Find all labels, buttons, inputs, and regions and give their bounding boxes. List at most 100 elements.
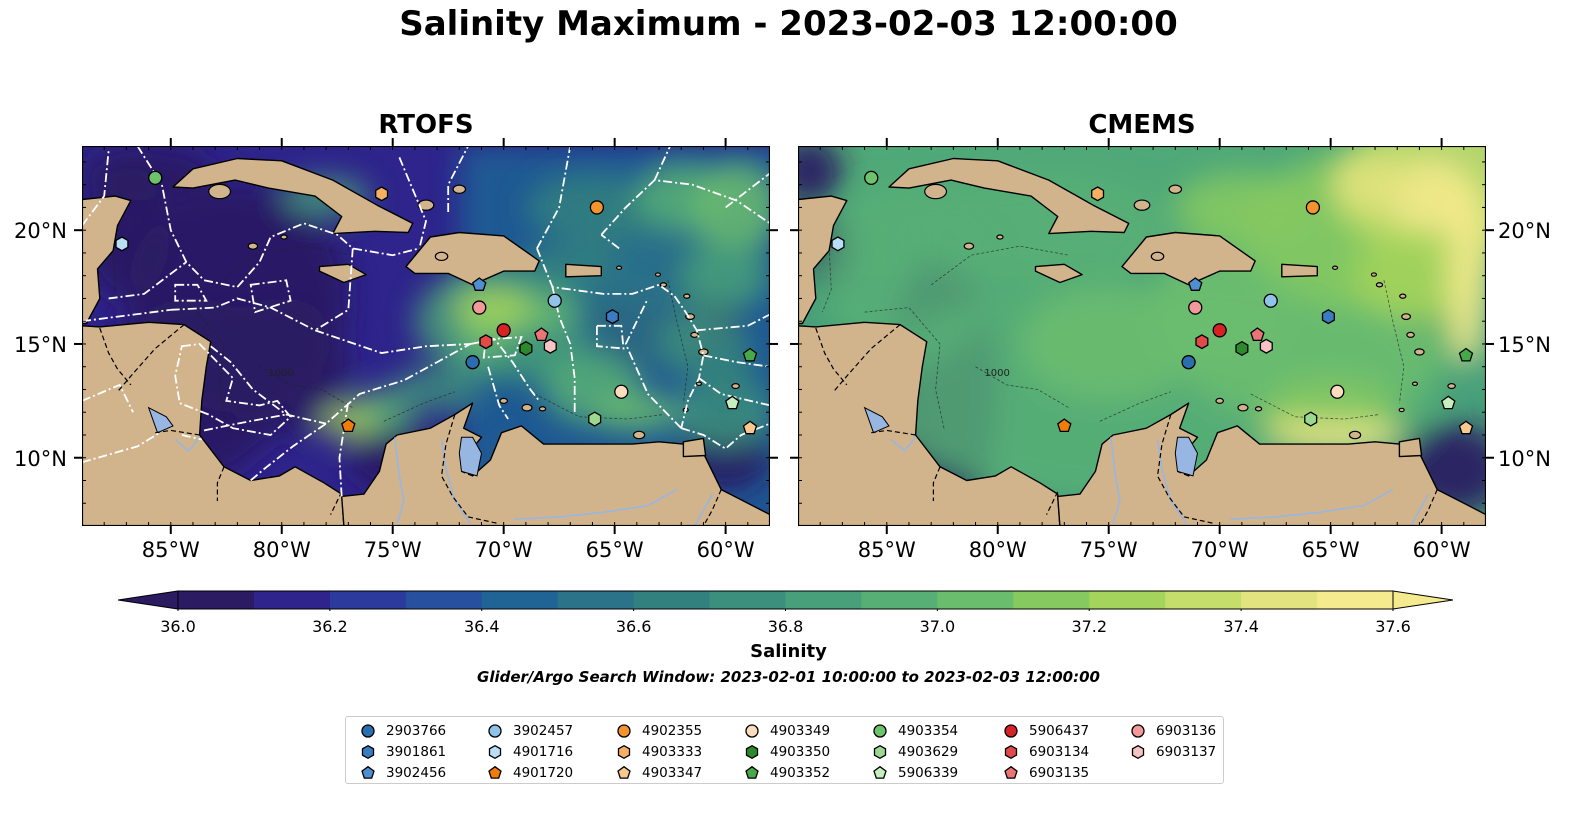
country-borders [815, 324, 1438, 526]
legend-item: 5906339 [872, 764, 958, 782]
lon-label-rtofs-1: 80°W [252, 538, 311, 562]
float-marker-4903349 [1330, 384, 1345, 399]
legend-item: 4902355 [616, 722, 702, 740]
map-frame [798, 146, 1486, 526]
colorbar-segment [557, 591, 635, 609]
legend-label: 2903766 [386, 723, 447, 739]
hexagon-marker-icon [361, 744, 375, 760]
lon-label-cmems-2: 75°W [1079, 538, 1138, 562]
pentagon-marker-icon [745, 765, 759, 779]
legend-label: 6903136 [1156, 723, 1217, 739]
colorbar-tick-label: 37.6 [1375, 617, 1411, 636]
legend-label: 6903134 [1029, 744, 1090, 760]
circle-marker-icon [873, 724, 887, 738]
float-marker-4903352 [742, 347, 758, 362]
legend-item: 4903333 [616, 743, 702, 761]
cmems-map: 1000 [798, 146, 1486, 526]
float-marker-4903354 [148, 170, 163, 186]
colorbar-segment [785, 591, 862, 609]
legend-item: 3902456 [360, 764, 446, 782]
legend-label: 4901716 [513, 744, 574, 760]
legend-label: 4903352 [770, 765, 831, 781]
rtofs-map: 1000 [82, 146, 770, 526]
float-marker-6903137 [543, 338, 557, 354]
float-marker-4903354 [864, 170, 879, 186]
colorbar-tick-label: 36.8 [767, 617, 804, 636]
colorbar-segment [1089, 591, 1166, 609]
circle-marker-icon [361, 724, 375, 738]
legend-item: 3901861 [360, 743, 446, 761]
colorbar-tick-label: 36.0 [160, 617, 196, 636]
colorbar-tick-label: 36.2 [312, 617, 348, 636]
legend-label: 3901861 [386, 744, 447, 760]
hexagon-marker-icon [1131, 744, 1145, 760]
float-marker-3901861 [1321, 309, 1335, 325]
cmems-panel-title: CMEMS [1088, 110, 1196, 140]
legend-label: 4902355 [642, 723, 703, 739]
pentagon-marker-icon [488, 765, 502, 779]
hexagon-marker-icon [873, 744, 887, 760]
lake-nicaragua [147, 406, 174, 434]
colorbar-segment [1013, 591, 1090, 609]
colorbar-segment [1241, 591, 1318, 609]
lat-label-right-10: 10°N [1498, 447, 1551, 471]
colorbar-tick-label: 36.6 [615, 617, 652, 636]
circle-marker-icon [745, 724, 759, 738]
float-marker-4903352 [1458, 347, 1474, 362]
colorbar-segment [709, 591, 786, 609]
legend-item: 4901716 [487, 743, 573, 761]
legend-item: 6903134 [1003, 743, 1089, 761]
legend-item: 4903629 [872, 743, 958, 761]
salinity-field [82, 146, 770, 492]
colorbar-segment [405, 591, 483, 609]
float-marker-4903347 [1458, 420, 1474, 435]
salinity-colorbar [118, 590, 1453, 611]
float-marker-3902457 [547, 293, 562, 308]
float-marker-4902355 [589, 200, 605, 215]
float-marker-4901716 [831, 236, 845, 252]
float-marker-4903629 [588, 411, 602, 427]
lon-label-cmems-0: 85°W [857, 538, 916, 562]
lake-maracaibo [1174, 436, 1199, 477]
rivers [174, 436, 714, 526]
circle-marker-icon [617, 724, 631, 738]
legend-label: 4903629 [898, 744, 959, 760]
lon-label-rtofs-2: 75°W [363, 538, 422, 562]
hexagon-marker-icon [745, 744, 759, 760]
legend-label: 4903354 [898, 723, 959, 739]
legend-item: 6903136 [1130, 722, 1216, 740]
map-frame [82, 146, 770, 526]
float-marker-5906339 [1441, 395, 1456, 410]
lat-label-left-10: 10°N [14, 447, 67, 471]
legend-label: 5906437 [1029, 723, 1090, 739]
colorbar-segment [633, 591, 711, 609]
legend-item: 4903350 [744, 743, 830, 761]
legend-label: 3902457 [513, 723, 574, 739]
lon-label-cmems-3: 70°W [1190, 538, 1249, 562]
legend-item: 4901720 [487, 764, 573, 782]
float-marker-3902457 [1263, 293, 1278, 308]
pentagon-marker-icon [617, 765, 631, 779]
float-marker-6903137 [1259, 338, 1273, 354]
colorbar-segment [329, 591, 407, 609]
colorbar-segment [1317, 591, 1394, 609]
colorbar-tick-label: 37.0 [919, 617, 956, 636]
float-marker-3902456 [472, 277, 487, 291]
land-hispaniola [1121, 231, 1256, 286]
colorbar-extend-low [118, 590, 179, 610]
legend-item: 4903354 [872, 722, 958, 740]
legend-item: 4903349 [744, 722, 830, 740]
land-trinidad [682, 437, 707, 458]
legend-item: 3902457 [487, 722, 573, 740]
legend-label: 4903349 [770, 723, 831, 739]
colorbar-extend-high [1392, 590, 1453, 610]
land-jamaica [318, 263, 367, 284]
float-marker-4903333 [1091, 186, 1105, 202]
lake-nicaragua [863, 406, 890, 434]
search-window-text: Glider/Argo Search Window: 2023-02-01 10… [477, 668, 1100, 686]
pentagon-marker-icon [361, 765, 375, 779]
float-marker-4903349 [614, 384, 629, 399]
legend-item: 5906437 [1003, 722, 1089, 740]
circle-marker-icon [488, 724, 502, 738]
float-marker-4901716 [115, 236, 129, 252]
